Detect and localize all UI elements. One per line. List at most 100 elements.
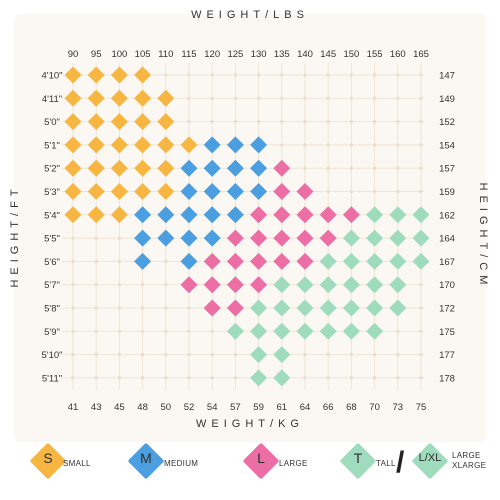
grid-dot [117,283,121,287]
grid-dot [210,353,214,357]
tick-label-ft: 5'11" [42,373,62,384]
size-cell-small [134,159,152,177]
size-cell-large [250,229,268,247]
tick-label-ft: 5'5" [44,234,60,245]
grid-dot [280,120,284,124]
grid-dot [419,283,423,287]
size-cell-medium [134,252,152,270]
tick-label-cm: 172 [439,304,455,315]
grid-dot [280,73,284,77]
size-cell-large [319,206,337,224]
size-cell-large [203,252,221,270]
size-cell-tall [389,276,407,294]
grid-dot [373,189,377,194]
size-cell-small [110,206,128,224]
grid-dot [303,353,307,357]
size-cell-tall [250,346,268,364]
size-cell-medium [134,206,152,224]
grid-dot [210,120,214,124]
size-cell-medium [250,183,268,200]
size-cell-medium [180,206,198,224]
tick-label-cm: 178 [439,373,455,384]
tick-label-lbs: 100 [111,49,127,60]
tick-label-kg: 54 [207,402,218,413]
grid-dot [164,329,168,333]
size-cell-small [110,159,128,177]
grid-dot [141,306,145,310]
size-cell-small [157,183,175,200]
tick-label-kg: 50 [161,402,172,413]
grid-dot [94,259,98,263]
grid-dot [187,120,191,124]
size-cell-large [203,299,221,317]
size-cell-small [64,89,82,107]
grid-dot [117,306,121,310]
grid-dot [141,329,145,333]
size-cell-small [64,113,82,131]
grid-dot [94,283,98,287]
size-cell-tall [412,206,430,224]
size-cell-small [134,183,152,200]
grid-dot [164,259,168,263]
tick-label-ft: 5'10" [41,350,62,361]
size-cell-tall [296,276,314,294]
tick-label-cm: 157 [439,164,455,175]
tick-label-ft: 5'7" [44,280,60,291]
tick-label-lbs: 150 [343,49,359,60]
grid-dot [349,166,353,170]
grid-dot [373,376,377,380]
tick-label-lbs: 145 [320,49,336,60]
size-cell-small [134,136,152,154]
size-cell-tall [319,322,337,340]
grid-dot [187,329,191,333]
size-cell-medium [180,159,198,177]
size-cell-small [87,183,105,200]
grid-dot [94,306,98,310]
size-cell-medium [226,183,244,200]
size-cell-tall [273,346,291,364]
tick-label-lbs: 105 [135,49,151,60]
grid-dot [396,166,400,170]
size-cell-tall [389,299,407,317]
size-cell-medium [203,183,221,200]
grid-dot [419,329,423,333]
size-cell-medium [134,229,152,247]
grid-dot [419,73,423,77]
grid-dot [164,376,168,380]
grid-dot [349,189,353,194]
grid-dot [373,166,377,170]
tick-label-ft: 4'10" [41,71,62,82]
size-cell-large [273,252,291,270]
grid-dot [233,73,237,77]
grid-dot [94,329,98,333]
grid-dot [419,353,423,357]
grid-dot [303,120,307,124]
size-cell-small [87,206,105,224]
size-cell-medium [226,136,244,154]
grid-dot [257,73,261,77]
grid-dot [71,353,75,357]
size-cell-small [87,159,105,177]
grid-dot [210,96,214,100]
tick-label-kg: 45 [114,402,125,413]
size-cell-small [180,136,198,154]
tick-label-lbs: 160 [390,49,406,60]
size-cell-small [110,89,128,107]
tick-label-ft: 5'4" [44,210,60,221]
size-chart: 90 95 100 105 110 115 120 125 130 135 140 145 150 155… [41,49,455,413]
size-cell-small [157,159,175,177]
size-cell-medium [157,229,175,247]
size-cell-large [226,299,244,317]
size-cell-small [134,89,152,107]
grid-dot [233,376,237,380]
grid-dot [303,73,307,77]
tick-label-lbs: 135 [274,49,290,60]
grid-dot [349,73,353,77]
grid-dot [94,236,98,240]
grid-dot [396,143,400,147]
size-cell-small [64,183,82,200]
grid-dot [326,120,330,124]
tick-label-cm: 152 [439,117,455,128]
grid-dot [187,376,191,380]
size-cell-tall [342,229,360,247]
